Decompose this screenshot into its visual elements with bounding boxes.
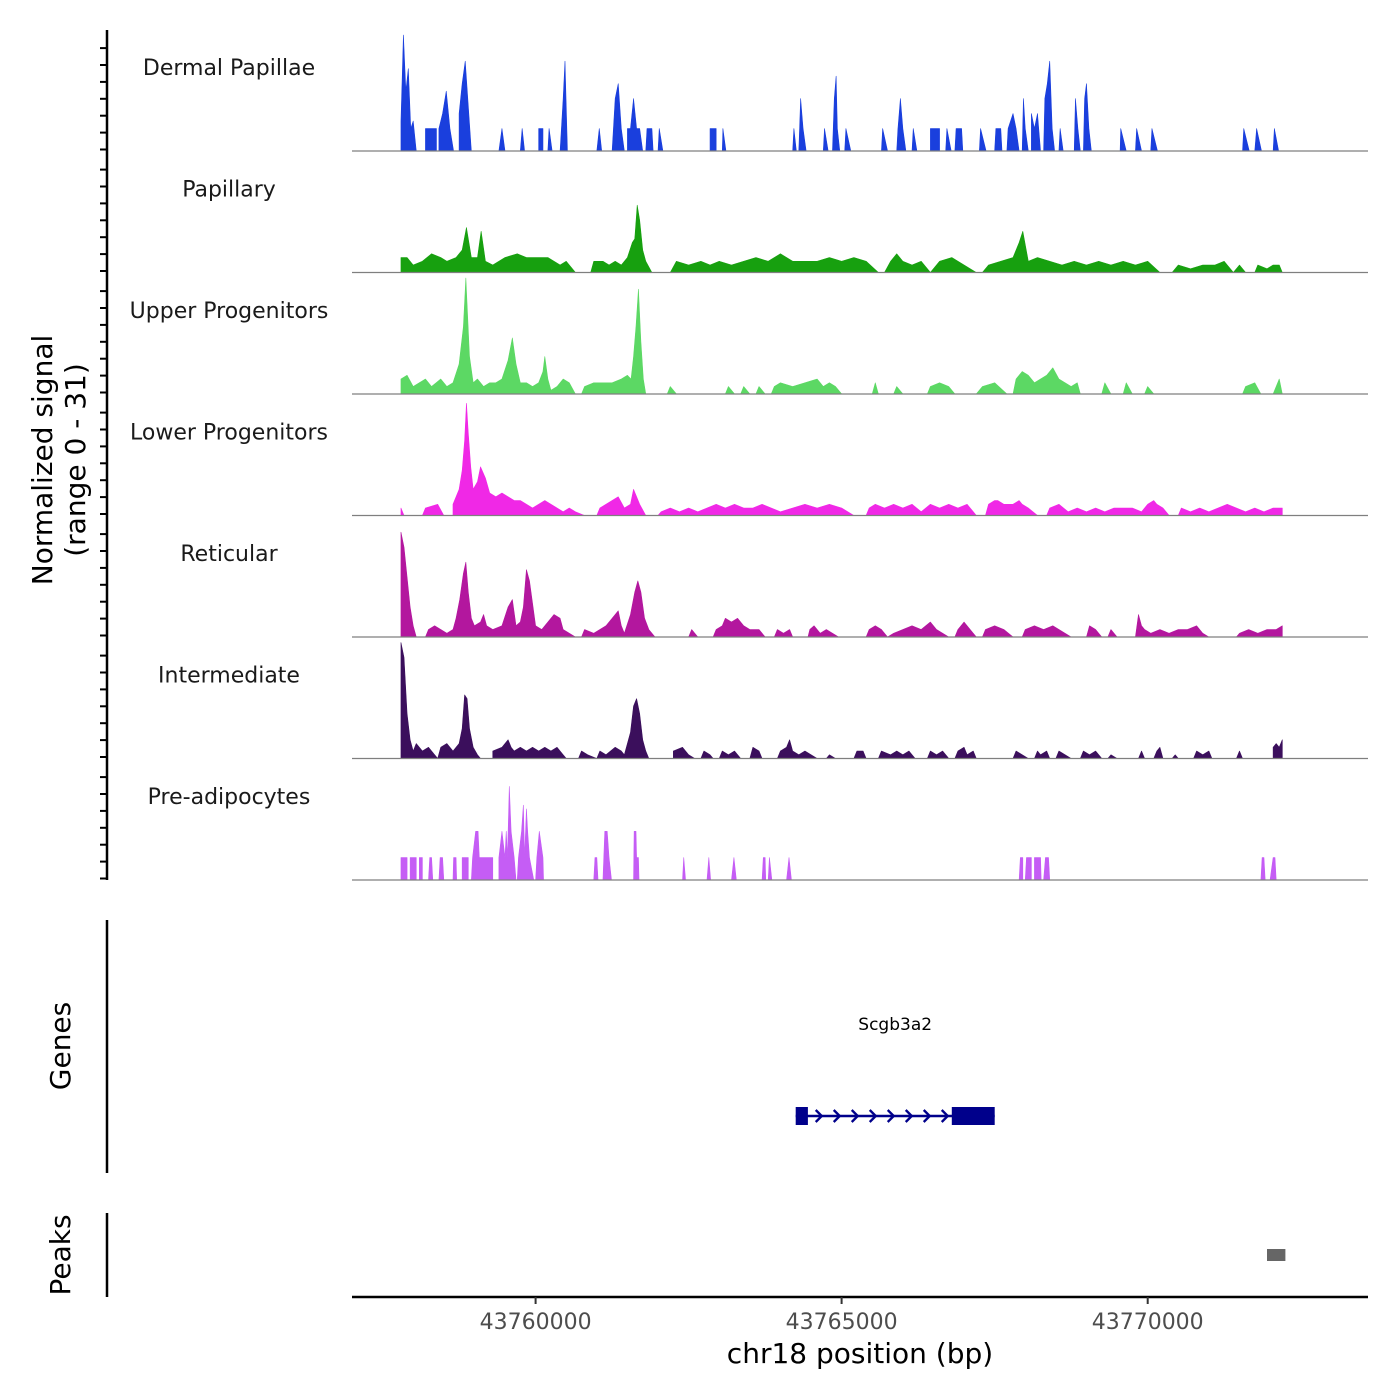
genes-title: Genes (44, 1002, 77, 1090)
track-papillary: Papillary (182, 178, 1368, 274)
track-dermal-papillae: Dermal Papillae (143, 34, 1368, 152)
gene-exon (951, 1107, 986, 1125)
x-tick-label: 43770000 (1092, 1310, 1204, 1335)
strand-arrow (940, 1109, 950, 1123)
signal-tracks: Dermal Papillae Papillary Upper Progenitor… (130, 34, 1368, 881)
track-reticular: Reticular (180, 531, 1368, 638)
peaks-title: Peaks (44, 1214, 77, 1295)
track-lower-progenitors: Lower Progenitors (130, 402, 1368, 517)
y-axis-title-line2: (range 0 - 31) (59, 363, 92, 557)
y-axis-title-line1: Normalized signal (26, 335, 59, 586)
strand-arrow (904, 1109, 914, 1123)
track-label: Dermal Papillae (143, 56, 315, 81)
strand-arrow (814, 1109, 824, 1123)
gene-scgb3a2: Scgb3a2 (795, 1015, 995, 1125)
peak-region (1267, 1249, 1286, 1261)
track-pre-adipocytes: Pre-adipocytes (148, 785, 1368, 881)
gene-models: Scgb3a2 (795, 1015, 995, 1125)
signal-area (400, 642, 1283, 759)
peak-regions (1267, 1249, 1286, 1261)
genes-panel: Genes (44, 920, 109, 1173)
signal-area (400, 34, 1279, 152)
signal-area (400, 402, 1283, 516)
x-tick-label: 43765000 (786, 1310, 898, 1335)
strand-arrow (832, 1109, 842, 1123)
signal-y-axis (100, 30, 109, 880)
strand-arrow (868, 1109, 878, 1123)
track-label: Intermediate (158, 664, 300, 689)
track-label: Lower Progenitors (130, 421, 328, 446)
gene-exon (985, 1107, 995, 1125)
strand-arrow (922, 1109, 932, 1123)
signal-area (400, 786, 1277, 881)
signal-area (400, 531, 1283, 638)
strand-arrow (850, 1109, 860, 1123)
x-axis: 43760000 43765000 43770000 (352, 1295, 1368, 1335)
strand-arrow (886, 1109, 896, 1123)
track-label: Reticular (180, 542, 278, 567)
x-axis-title: chr18 position (bp) (727, 1337, 993, 1370)
gene-exon (795, 1107, 808, 1125)
track-intermediate: Intermediate (158, 642, 1368, 760)
track-label: Upper Progenitors (130, 299, 329, 324)
signal-area (400, 204, 1283, 273)
peaks-panel: Peaks (44, 1213, 109, 1297)
track-upper-progenitors: Upper Progenitors (130, 277, 1368, 395)
x-tick-label: 43760000 (480, 1310, 592, 1335)
track-label: Pre-adipocytes (148, 785, 311, 810)
gene-label: Scgb3a2 (858, 1015, 932, 1035)
signal-area (400, 277, 1283, 395)
track-label: Papillary (182, 178, 276, 203)
